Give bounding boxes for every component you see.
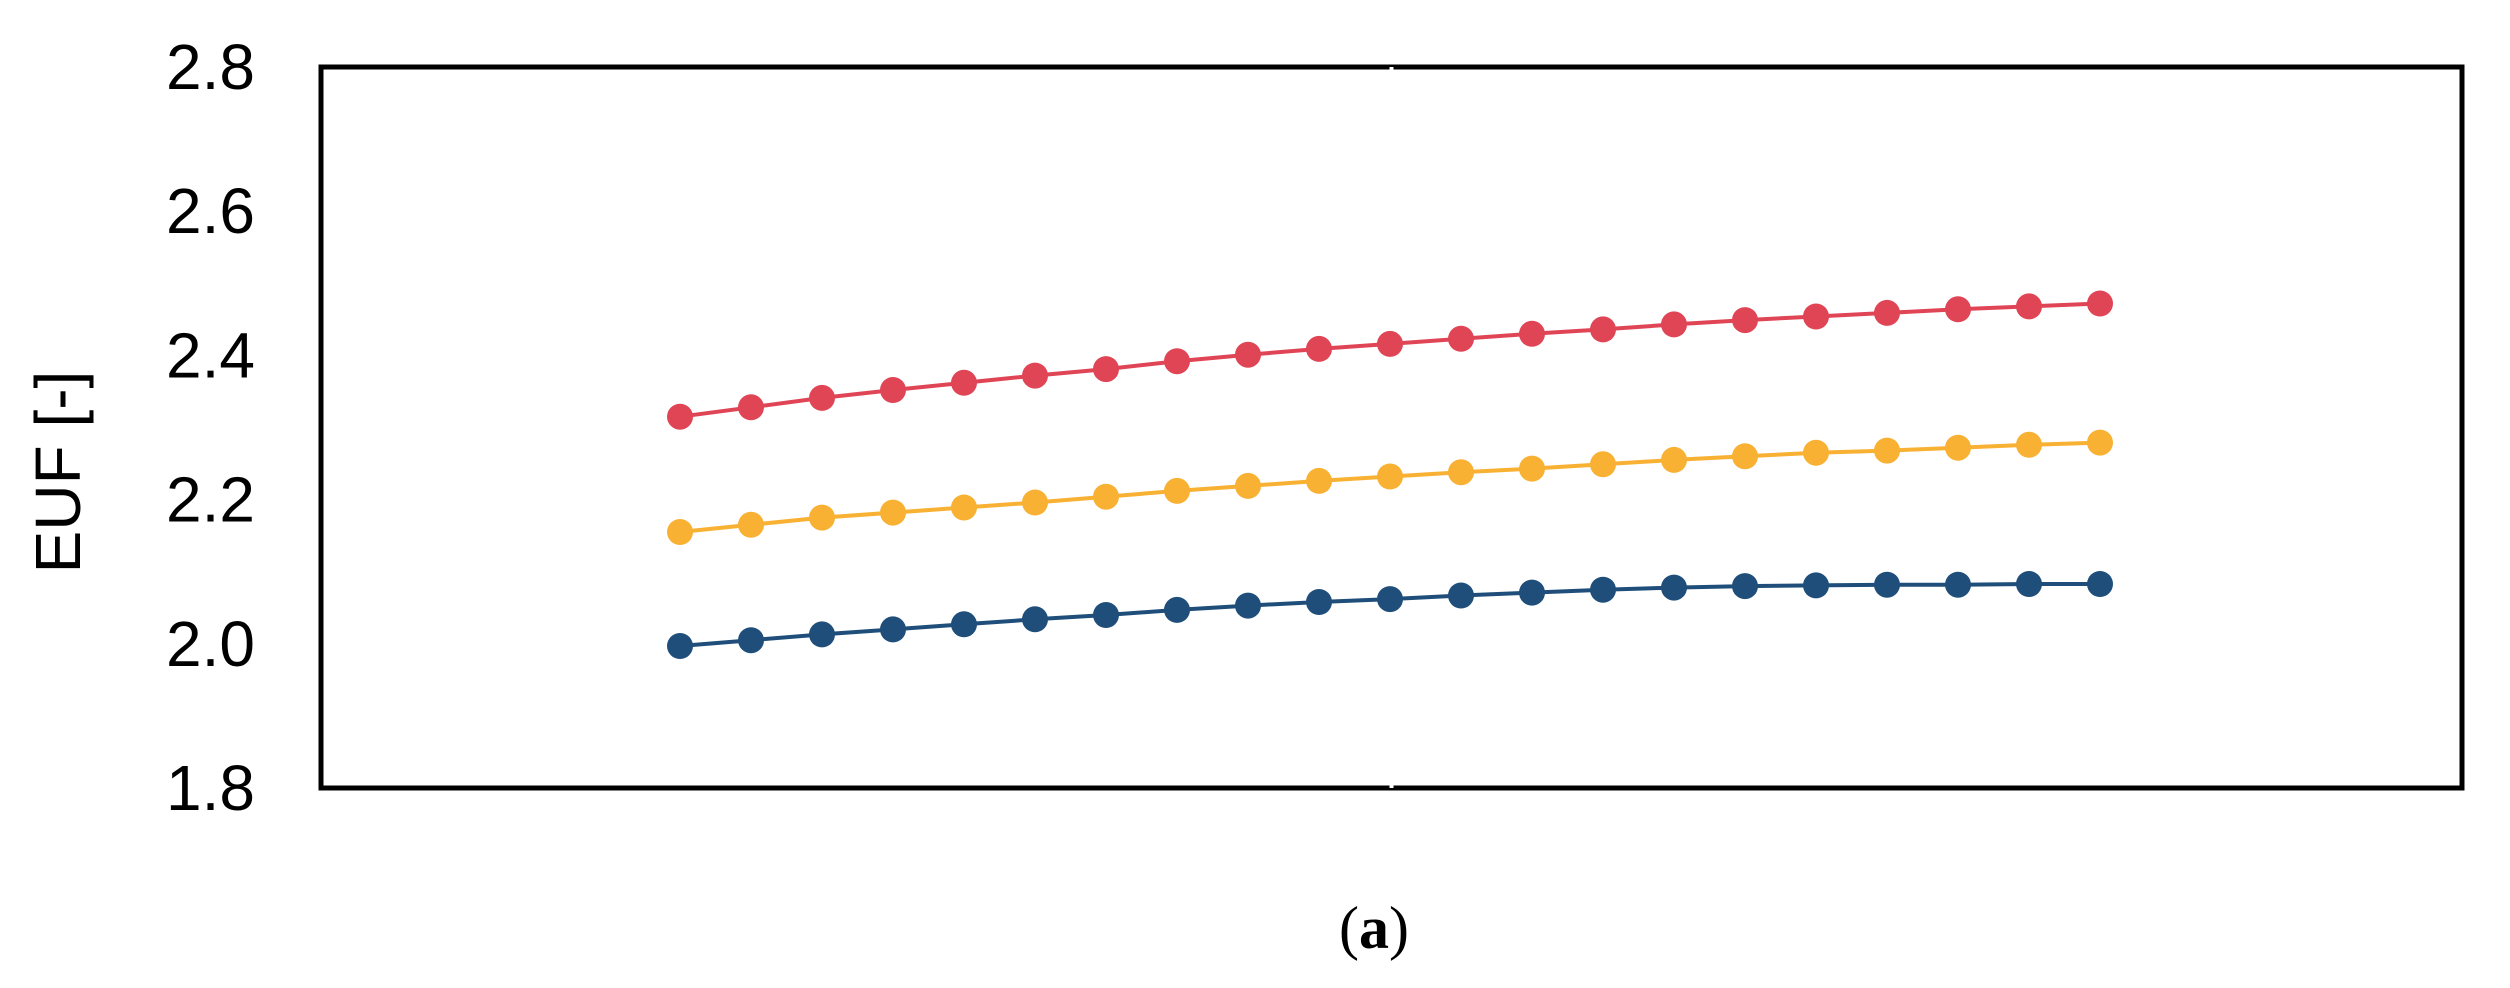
- y-tick-label: 2.6: [166, 175, 255, 247]
- series-layer: [667, 290, 2113, 659]
- data-point: [1448, 325, 1474, 352]
- y-tick-label: 1.8: [166, 752, 255, 824]
- plot-area-frame: [318, 64, 2465, 791]
- series-3: [667, 571, 2113, 659]
- data-point: [809, 384, 835, 411]
- data-point: [2016, 431, 2042, 458]
- y-tick-label: 2.0: [166, 608, 255, 680]
- data-point: [1306, 335, 1332, 362]
- data-point: [2016, 293, 2042, 320]
- data-point: [1732, 443, 1758, 470]
- data-point: [1519, 579, 1545, 606]
- data-point: [1874, 571, 1900, 598]
- data-point: [1803, 572, 1829, 599]
- data-point: [1945, 571, 1971, 598]
- data-point: [1732, 573, 1758, 600]
- data-point: [1590, 316, 1616, 343]
- data-point: [1803, 303, 1829, 330]
- data-point: [809, 504, 835, 531]
- data-point: [951, 611, 977, 638]
- data-point: [738, 511, 764, 538]
- caption-letter: a: [1359, 895, 1389, 961]
- data-point: [2087, 290, 2113, 317]
- data-point: [880, 499, 906, 526]
- data-point: [1448, 582, 1474, 609]
- y-axis-title: EUF [-]: [22, 371, 94, 574]
- data-point: [880, 377, 906, 403]
- y-tick-label: 2.4: [166, 319, 255, 391]
- data-point: [1874, 437, 1900, 464]
- data-point: [1377, 330, 1403, 357]
- data-point: [1945, 434, 1971, 461]
- data-point: [809, 621, 835, 648]
- data-point: [1732, 307, 1758, 334]
- data-point: [738, 627, 764, 654]
- data-point: [1093, 602, 1119, 628]
- data-point: [2087, 429, 2113, 456]
- data-point: [738, 394, 764, 421]
- data-point: [1590, 451, 1616, 478]
- data-point: [1164, 596, 1190, 623]
- data-point: [1235, 341, 1261, 368]
- data-point: [1661, 446, 1687, 473]
- data-point: [1661, 311, 1687, 338]
- data-point: [1164, 348, 1190, 375]
- y-tick-label: 2.8: [166, 31, 255, 103]
- data-point: [667, 633, 693, 659]
- data-point: [2016, 571, 2042, 597]
- data-point: [1590, 576, 1616, 603]
- data-point: [1235, 592, 1261, 619]
- data-point: [1448, 459, 1474, 486]
- caption-open-paren: (: [1339, 895, 1359, 961]
- data-point: [951, 369, 977, 396]
- series-2: [667, 429, 2113, 545]
- data-point: [1377, 586, 1403, 613]
- data-point: [1022, 362, 1048, 389]
- caption-close-paren: ): [1389, 895, 1409, 961]
- data-point: [1235, 472, 1261, 499]
- data-point: [1803, 439, 1829, 466]
- data-point: [880, 616, 906, 643]
- figure-caption: (a): [1339, 895, 1409, 961]
- data-point: [1022, 489, 1048, 516]
- y-tick-labels: 1.8 2.0 2.2 2.4 2.6 2.8: [166, 31, 255, 824]
- data-point: [1306, 467, 1332, 494]
- data-point: [1377, 463, 1403, 490]
- data-point: [667, 519, 693, 545]
- data-point: [1093, 356, 1119, 383]
- data-point: [1874, 299, 1900, 326]
- data-point: [1093, 483, 1119, 510]
- data-point: [1164, 477, 1190, 504]
- x-tick-marks: [319, 67, 2464, 788]
- data-point: [1661, 574, 1687, 601]
- data-point: [1022, 606, 1048, 633]
- data-point: [1519, 320, 1545, 347]
- data-point: [2087, 571, 2113, 597]
- data-point: [1945, 296, 1971, 323]
- data-point: [667, 403, 693, 430]
- data-point: [1306, 589, 1332, 615]
- data-point: [1519, 455, 1545, 482]
- data-point: [951, 494, 977, 521]
- series-1: [667, 290, 2113, 430]
- y-tick-label: 2.2: [166, 464, 255, 536]
